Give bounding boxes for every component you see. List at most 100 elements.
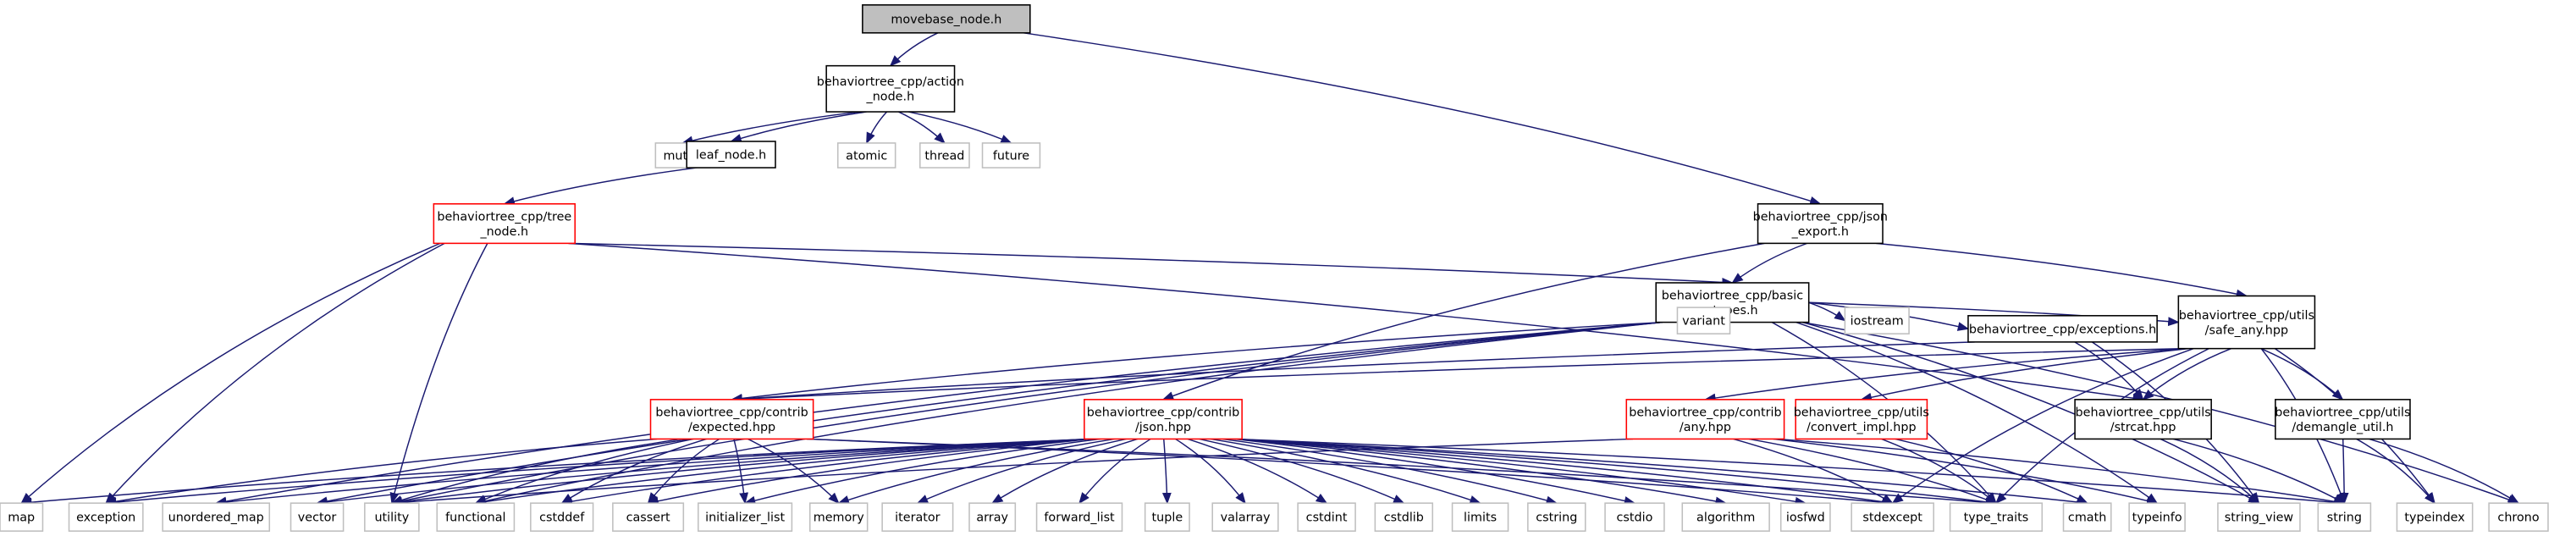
node-box xyxy=(1527,502,1586,532)
node-label: functional xyxy=(445,511,505,525)
edge-exceptions-to-strcat xyxy=(2074,341,2144,401)
node-movebase[interactable]: movebase_node.h xyxy=(862,4,1031,34)
node-label: cstdio xyxy=(1617,511,1653,525)
node-label: /strcat.hpp xyxy=(2110,421,2176,434)
node-memory: memory xyxy=(808,502,869,532)
node-box xyxy=(1967,315,2158,343)
edge-expected-to-utility xyxy=(390,438,681,505)
node-box xyxy=(436,502,516,532)
node-typeinfo: typeinfo xyxy=(2128,502,2186,532)
edge-basic_types-to-utility xyxy=(390,321,1663,506)
node-future: future xyxy=(981,142,1041,169)
node-label: string xyxy=(2327,511,2362,525)
node-box xyxy=(364,502,420,532)
edge-safe_any-to-expected xyxy=(731,347,2186,404)
node-safe-any[interactable]: behaviortree_cpp/utils/safe_any.hpp xyxy=(2177,295,2316,350)
node-tree-node[interactable]: behaviortree_cpp/tree_node.h xyxy=(433,202,576,245)
node-label: unordered_map xyxy=(168,511,264,525)
node-label: iosfwd xyxy=(1786,511,1825,525)
edge-json_hpp-to-array xyxy=(991,438,1138,504)
node-cmath: cmath xyxy=(2062,502,2112,532)
node-strcat[interactable]: behaviortree_cpp/utils/strcat.hpp xyxy=(2074,399,2212,440)
node-box xyxy=(1851,502,1934,532)
edge-safe_any-to-strcat xyxy=(2142,347,2231,401)
edge-expected-to-cstddef xyxy=(560,438,707,504)
edge-leaf_node-to-tree_node xyxy=(503,167,698,206)
edge-json_hpp-to-exception xyxy=(104,438,1091,507)
node-label: typeinfo xyxy=(2132,511,2182,525)
node-box xyxy=(1084,399,1243,440)
node-cstring: cstring xyxy=(1527,502,1586,532)
node-label: variant xyxy=(1682,315,1725,329)
edge-json_hpp-to-type_traits xyxy=(1235,438,1998,507)
node-label: cstdlib xyxy=(1384,511,1424,525)
node-label: behaviortree_cpp/action xyxy=(817,75,964,89)
node-vector: vector xyxy=(290,502,345,532)
node-array: array xyxy=(968,502,1017,532)
edge-exceptions-to-expected xyxy=(731,341,1975,404)
node-box xyxy=(2177,295,2316,350)
node-box xyxy=(808,502,869,532)
edge-safe_any-to-convert_impl xyxy=(1860,347,2189,402)
edge-action_node-to-atomic xyxy=(866,111,888,145)
node-atomic: atomic xyxy=(836,142,896,169)
node-box xyxy=(825,64,956,113)
node-box xyxy=(612,502,685,532)
node-box xyxy=(433,202,576,245)
node-label: atomic xyxy=(846,150,887,163)
node-thread: thread xyxy=(919,142,970,169)
node-expected[interactable]: behaviortree_cpp/contrib/expected.hpp xyxy=(649,399,814,440)
edge-json_hpp-to-cstring xyxy=(1222,438,1558,506)
node-json-export[interactable]: behaviortree_cpp/json_export.h xyxy=(1753,202,1888,245)
edge-json_hpp-to-cstdint xyxy=(1187,438,1328,504)
node-box xyxy=(1211,502,1279,532)
node-exceptions[interactable]: behaviortree_cpp/exceptions.h xyxy=(1967,315,2158,343)
node-label: cstring xyxy=(1536,511,1577,525)
node-box xyxy=(2275,399,2411,440)
edge-any_hpp-to-typeinfo xyxy=(1773,438,2159,506)
node-box xyxy=(862,4,1031,34)
edge-json_hpp-to-cstddef xyxy=(560,438,1091,506)
node-box xyxy=(1949,502,2044,532)
node-box xyxy=(2317,502,2372,532)
node-box xyxy=(1604,502,1665,532)
node-box xyxy=(1297,502,1356,532)
node-string-view: string_view xyxy=(2217,502,2301,532)
node-label: movebase_node.h xyxy=(891,13,1001,26)
node-label: /json.hpp xyxy=(1135,421,1191,434)
edge-json_hpp-to-unordered_map xyxy=(214,438,1091,507)
edge-json_hpp-to-iosfwd xyxy=(1235,438,1807,506)
node-label: _node.h xyxy=(479,225,528,239)
node-iostream: iostream xyxy=(1844,307,1910,334)
node-typeindex: typeindex xyxy=(2396,502,2474,532)
edge-json_export-to-basic_types xyxy=(1731,242,1807,284)
node-leaf-node[interactable]: leaf_node.h xyxy=(686,141,776,169)
node-box xyxy=(1035,502,1123,532)
node-label: leaf_node.h xyxy=(696,149,766,163)
edge-expected-to-memory xyxy=(747,438,840,505)
node-label: behaviortree_cpp/basic xyxy=(1662,290,1803,303)
edge-expected-to-initializer_list xyxy=(733,439,749,505)
node-label: behaviortree_cpp/utils xyxy=(2076,406,2211,419)
node-action-node[interactable]: behaviortree_cpp/action _node.h xyxy=(817,64,964,113)
node-convert-impl[interactable]: behaviortree_cpp/utils/convert_impl.hpp xyxy=(1794,399,1929,440)
node-forward-list: forward_list xyxy=(1035,502,1123,532)
edge-json_hpp-to-cassert xyxy=(647,438,1091,506)
edge-json_hpp-to-tuple xyxy=(1161,439,1172,505)
node-box xyxy=(919,142,970,169)
node-json-hpp[interactable]: behaviortree_cpp/contrib/json.hpp xyxy=(1084,399,1243,440)
node-label: cstdint xyxy=(1306,511,1348,525)
nodes-layer: movebase_node.h behaviortree_cpp/action _n… xyxy=(0,4,2549,532)
node-label: stdexcept xyxy=(1862,511,1922,525)
edge-expected-to-functional xyxy=(474,438,694,504)
node-label: future xyxy=(993,150,1029,163)
node-exception: exception xyxy=(68,502,144,532)
node-box xyxy=(1779,502,1831,532)
node-any-hpp[interactable]: behaviortree_cpp/contrib/any.hpp xyxy=(1625,399,1785,440)
node-initializer-list: initializer_list xyxy=(698,502,793,532)
node-label: memory xyxy=(814,511,864,525)
node-demangle[interactable]: behaviortree_cpp/utils/demangle_util.h xyxy=(2275,399,2411,440)
node-label: algorithm xyxy=(1696,511,1755,525)
node-label: cmath xyxy=(2068,511,2106,525)
